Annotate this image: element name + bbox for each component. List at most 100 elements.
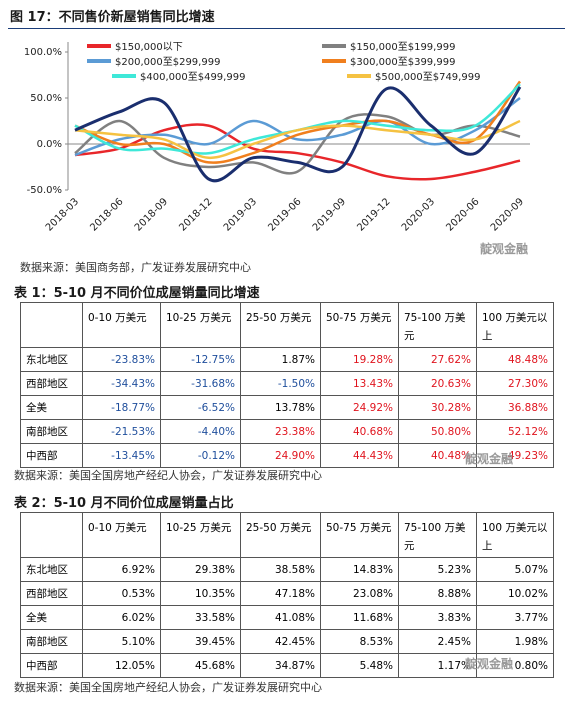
table-row: 南部地区 -21.53% -4.40% 23.38% 40.68% 50.80% 52.12… bbox=[20, 419, 554, 444]
table-cell: 44.43% bbox=[320, 443, 399, 468]
table-cell: 1.87% bbox=[240, 347, 321, 372]
chart: 100.0%50.0%0.0%-50.0%2018-03 2018-06 2018-… bbox=[24, 41, 530, 234]
table-cell: 41.08% bbox=[240, 605, 321, 630]
table-source: 数据来源：美国全国房地产经纪人协会，广发证券发展研究中心 bbox=[14, 469, 322, 482]
table-cell: 23.38% bbox=[240, 419, 321, 444]
header-cell: 25-50 万美元 bbox=[240, 512, 321, 558]
table-row: 南部地区 5.10% 39.45% 42.45% 8.53% 2.45% 1.98% bbox=[20, 629, 554, 654]
table-source: 数据来源：美国全国房地产经纪人协会，广发证券发展研究中心 bbox=[14, 681, 322, 694]
row-label: 南部地区 bbox=[20, 629, 83, 654]
table-cell: 13.43% bbox=[320, 371, 399, 396]
x-tick-label: 2018-06 bbox=[88, 196, 125, 233]
figure-title: 图 17：不同售价新屋销售同比增速 bbox=[10, 10, 215, 25]
y-tick-label: 0.0% bbox=[37, 139, 62, 150]
y-tick-label: 100.0% bbox=[24, 47, 62, 58]
table: 0-10 万美元 10-25 万美元 25-50 万美元 50-75 万美元 75-10… bbox=[20, 512, 554, 678]
table-cell: 38.58% bbox=[240, 557, 321, 582]
table-cell: 14.83% bbox=[320, 557, 399, 582]
table-cell: 29.38% bbox=[160, 557, 241, 582]
table-cell: 48.48% bbox=[476, 347, 554, 372]
table-cell: 50.80% bbox=[398, 419, 477, 444]
table-row: 全美 6.02% 33.58% 41.08% 11.68% 3.83% 3.77% bbox=[20, 605, 554, 630]
series-line bbox=[74, 96, 521, 157]
series-line bbox=[74, 86, 522, 183]
table-cell: 40.48% bbox=[398, 443, 477, 468]
table-cell: 8.53% bbox=[320, 629, 399, 654]
table-cell: 10.35% bbox=[160, 581, 241, 606]
header-row: 0-10 万美元 10-25 万美元 25-50 万美元 50-75 万美元 75-10… bbox=[20, 512, 554, 558]
table-title: 表 2：5-10 月不同价位成屋销量占比 bbox=[14, 496, 234, 511]
table-cell: -0.12% bbox=[160, 443, 241, 468]
x-tick-label: 2019-06 bbox=[266, 196, 303, 233]
table-cell: 6.02% bbox=[82, 605, 161, 630]
watermark: 靛观金融 bbox=[465, 452, 514, 466]
table-cell: 24.90% bbox=[240, 443, 321, 468]
table-cell: 27.62% bbox=[398, 347, 477, 372]
header-cell bbox=[20, 512, 83, 558]
table-cell: 24.92% bbox=[320, 395, 399, 420]
legend-label: $150,000至$199,999 bbox=[350, 41, 455, 53]
row-label: 全美 bbox=[20, 395, 83, 420]
table-row: 中西部 -13.45% -0.12% 24.90% 44.43% 40.48% 49.23% bbox=[20, 443, 554, 468]
x-tick-label: 2018-12 bbox=[177, 196, 214, 233]
title-rule bbox=[8, 28, 565, 29]
x-tick-label: 2020-03 bbox=[400, 196, 437, 233]
y-tick-label: -50.0% bbox=[27, 185, 62, 196]
table-cell: 0.53% bbox=[82, 581, 161, 606]
header-cell: 75-100 万美元 bbox=[398, 302, 477, 348]
legend-label: $500,000至$749,999 bbox=[375, 71, 480, 83]
table-cell: -1.50% bbox=[240, 371, 321, 396]
row-label: 西部地区 bbox=[20, 581, 83, 606]
table-cell: 11.68% bbox=[320, 605, 399, 630]
table-cell: -4.40% bbox=[160, 419, 241, 444]
figure-source: 数据来源：美国商务部，广发证券发展研究中心 bbox=[20, 261, 251, 274]
header-cell: 75-100 万美元 bbox=[398, 512, 477, 558]
table-cell: -21.53% bbox=[82, 419, 161, 444]
table-cell: 40.68% bbox=[320, 419, 399, 444]
table-row: 西部地区 0.53% 10.35% 47.18% 23.08% 8.88% 10.02% bbox=[20, 581, 554, 606]
table-cell: 5.23% bbox=[398, 557, 477, 582]
table-cell: 45.68% bbox=[160, 653, 241, 678]
table-cell: 3.77% bbox=[476, 605, 554, 630]
table-cell: -13.45% bbox=[82, 443, 161, 468]
table-row: 全美 -18.77% -6.52% 13.78% 24.92% 30.28% 36.88% bbox=[20, 395, 554, 420]
table-cell: 1.17% bbox=[398, 653, 477, 678]
table-row: 东北地区 -23.83% -12.75% 1.87% 19.28% 27.62% 48.48… bbox=[20, 347, 554, 372]
table: 0-10 万美元 10-25 万美元 25-50 万美元 50-75 万美元 75-10… bbox=[20, 302, 554, 468]
table-cell: 42.45% bbox=[240, 629, 321, 654]
x-tick-label: 2018-09 bbox=[133, 196, 170, 233]
table-title: 表 1：5-10 月不同价位成屋销量同比增速 bbox=[14, 286, 260, 301]
y-tick-label: 50.0% bbox=[30, 93, 62, 104]
table-cell: 13.78% bbox=[240, 395, 321, 420]
legend-label: $150,000以下 bbox=[115, 42, 183, 53]
table-cell: 34.87% bbox=[240, 653, 321, 678]
header-cell: 50-75 万美元 bbox=[320, 512, 399, 558]
header-cell: 100 万美元以上 bbox=[476, 512, 554, 558]
row-label: 全美 bbox=[20, 605, 83, 630]
header-cell: 0-10 万美元 bbox=[82, 302, 161, 348]
table-cell: 39.45% bbox=[160, 629, 241, 654]
table-cell: 47.18% bbox=[240, 581, 321, 606]
table-cell: 1.98% bbox=[476, 629, 554, 654]
table-row: 东北地区 6.92% 29.38% 38.58% 14.83% 5.23% 5.07% bbox=[20, 557, 554, 582]
table-cell: -12.75% bbox=[160, 347, 241, 372]
table-cell: -31.68% bbox=[160, 371, 241, 396]
header-cell: 10-25 万美元 bbox=[160, 512, 241, 558]
x-tick-label: 2020-09 bbox=[489, 196, 526, 233]
header-cell: 10-25 万美元 bbox=[160, 302, 241, 348]
legend-label: $400,000至$499,999 bbox=[140, 71, 245, 83]
row-label: 东北地区 bbox=[20, 557, 83, 582]
header-cell bbox=[20, 302, 83, 348]
table-row: 西部地区 -34.43% -31.68% -1.50% 13.43% 20.63% 27.3… bbox=[20, 371, 554, 396]
table-cell: -23.83% bbox=[82, 347, 161, 372]
watermark: 靛观金融 bbox=[480, 242, 529, 256]
row-label: 西部地区 bbox=[20, 371, 83, 396]
table-cell: 49.23% bbox=[476, 443, 554, 468]
row-label: 中西部 bbox=[20, 653, 83, 678]
watermark: 靛观金融 bbox=[465, 657, 514, 671]
x-tick-label: 2019-09 bbox=[311, 196, 348, 233]
legend-label: $200,000至$299,999 bbox=[115, 56, 220, 68]
table-cell: 2.45% bbox=[398, 629, 477, 654]
table-cell: -6.52% bbox=[160, 395, 241, 420]
